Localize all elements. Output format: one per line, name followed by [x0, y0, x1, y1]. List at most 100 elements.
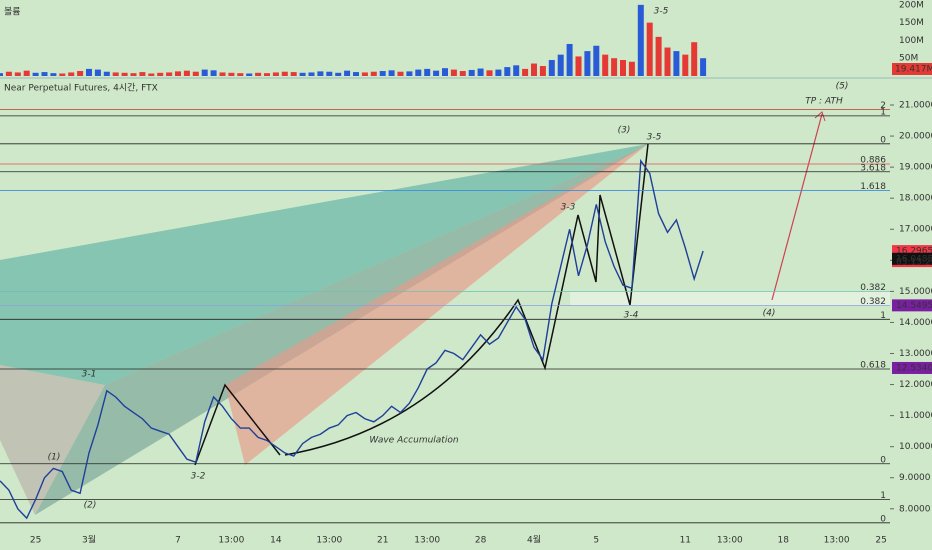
volume-title: 볼륨 [4, 7, 21, 18]
y-tick-label: 15.0000 [899, 287, 932, 297]
volume-bar [477, 68, 484, 76]
x-tick-label: 21 [377, 536, 388, 546]
price-tag-label: 14.5495 [896, 301, 932, 311]
volume-bar [290, 72, 297, 76]
fib-level-label: 1 [880, 491, 886, 501]
y-tick-label: 13.0000 [899, 349, 932, 359]
volume-tick-label: 150M [899, 18, 924, 28]
volume-bar [59, 73, 66, 76]
volume-bar [486, 70, 493, 76]
volume-bar [397, 71, 404, 76]
volume-bar [157, 72, 164, 76]
fan-gray [0, 365, 105, 515]
wave-line [284, 143, 649, 456]
volume-bar [344, 70, 351, 76]
volume-annotation: 3-5 [654, 7, 669, 17]
volume-bar [5, 71, 12, 76]
y-tick-label: 10.0000 [899, 442, 932, 452]
volume-bar [522, 68, 529, 76]
volume-bar [308, 72, 315, 76]
fib-level-label: 0.382 [860, 297, 886, 307]
volume-bar [442, 68, 448, 76]
x-tick-label: 18 [777, 536, 789, 546]
volume-bar [14, 72, 21, 76]
x-tick-label: 13:00 [218, 536, 244, 546]
volume-bar [255, 72, 262, 76]
volume-bar [23, 70, 30, 76]
volume-bar [237, 73, 244, 76]
fan-teal [0, 144, 648, 385]
price-tag [892, 361, 932, 374]
volume-bar [424, 68, 431, 76]
annotation: 3-2 [191, 472, 206, 482]
volume-bar [103, 71, 110, 76]
volume-bar [646, 22, 653, 77]
annotation: (1) [48, 453, 61, 463]
annotation: Wave Accumulation [369, 436, 458, 446]
price-tag-label: 16.2965 [896, 247, 932, 257]
annotation: 3-5 [647, 133, 662, 143]
volume-bar [379, 71, 386, 76]
volume-bar [539, 66, 546, 76]
volume-bar [628, 61, 635, 76]
volume-bar [406, 71, 413, 76]
volume-bar [192, 71, 199, 76]
fib-level-label: 0.618 [860, 361, 886, 371]
volume-bar [32, 72, 39, 76]
volume-bar [575, 56, 582, 76]
volume-tag-label: 19.417M [895, 65, 932, 75]
y-tick-label: 21.0000 [899, 101, 932, 111]
volume-bar [531, 63, 537, 76]
volume-bar [664, 47, 671, 76]
volume-bar [593, 45, 600, 76]
volume-bar [50, 73, 57, 76]
annotation: 3-3 [561, 203, 576, 213]
target-arrow [771, 113, 823, 301]
volume-bar [183, 70, 190, 76]
fib-level-label: 0 [880, 135, 886, 145]
y-tick-label: 14.0000 [899, 318, 932, 328]
price-tag-label: 16.0485 [896, 254, 932, 264]
volume-bar [112, 72, 119, 76]
x-tick-label: 13:00 [316, 536, 342, 546]
x-tick-label: 5 [593, 536, 599, 546]
countdown: 03:13:29 [896, 258, 932, 268]
volume-bar [548, 59, 555, 76]
volume-bar [620, 59, 626, 76]
volume-bar [459, 71, 466, 76]
volume-bar [68, 72, 75, 76]
wave-line [194, 383, 281, 466]
volume-bar [584, 51, 591, 76]
volume-bar [210, 70, 217, 76]
volume-bar [602, 54, 609, 76]
annotation: 3-4 [624, 311, 639, 321]
volume-bar [673, 51, 680, 76]
fib-level-label: 1 [880, 107, 886, 117]
y-tick-label: 9.0000 [899, 473, 931, 483]
volume-bar [468, 69, 475, 76]
volume-bar [335, 72, 342, 76]
volume-bar [246, 73, 253, 76]
volume-bar [513, 65, 520, 76]
x-tick-label: 4월 [527, 534, 541, 546]
y-tick-label: 8.0000 [899, 504, 931, 514]
fan-orange [225, 144, 648, 465]
volume-bar [228, 72, 235, 76]
fib-level-label: 0.382 [860, 283, 886, 293]
fib-level-label: 2 [880, 101, 886, 111]
volume-tag [892, 63, 932, 75]
volume-bar [655, 36, 662, 76]
volume-bar [317, 71, 324, 76]
x-tick-label: 25 [30, 536, 41, 546]
x-tick-label: 3월 [82, 534, 96, 546]
annotation: (2) [84, 501, 97, 511]
fib-level-label: 0 [880, 514, 886, 524]
volume-bar [130, 73, 137, 76]
x-tick-label: 13:00 [824, 536, 850, 546]
y-tick-label: 17.0000 [899, 225, 932, 235]
volume-bar [611, 58, 618, 76]
x-tick-label: 13:00 [717, 536, 743, 546]
volume-bar [433, 70, 440, 76]
volume-bar [272, 72, 279, 76]
